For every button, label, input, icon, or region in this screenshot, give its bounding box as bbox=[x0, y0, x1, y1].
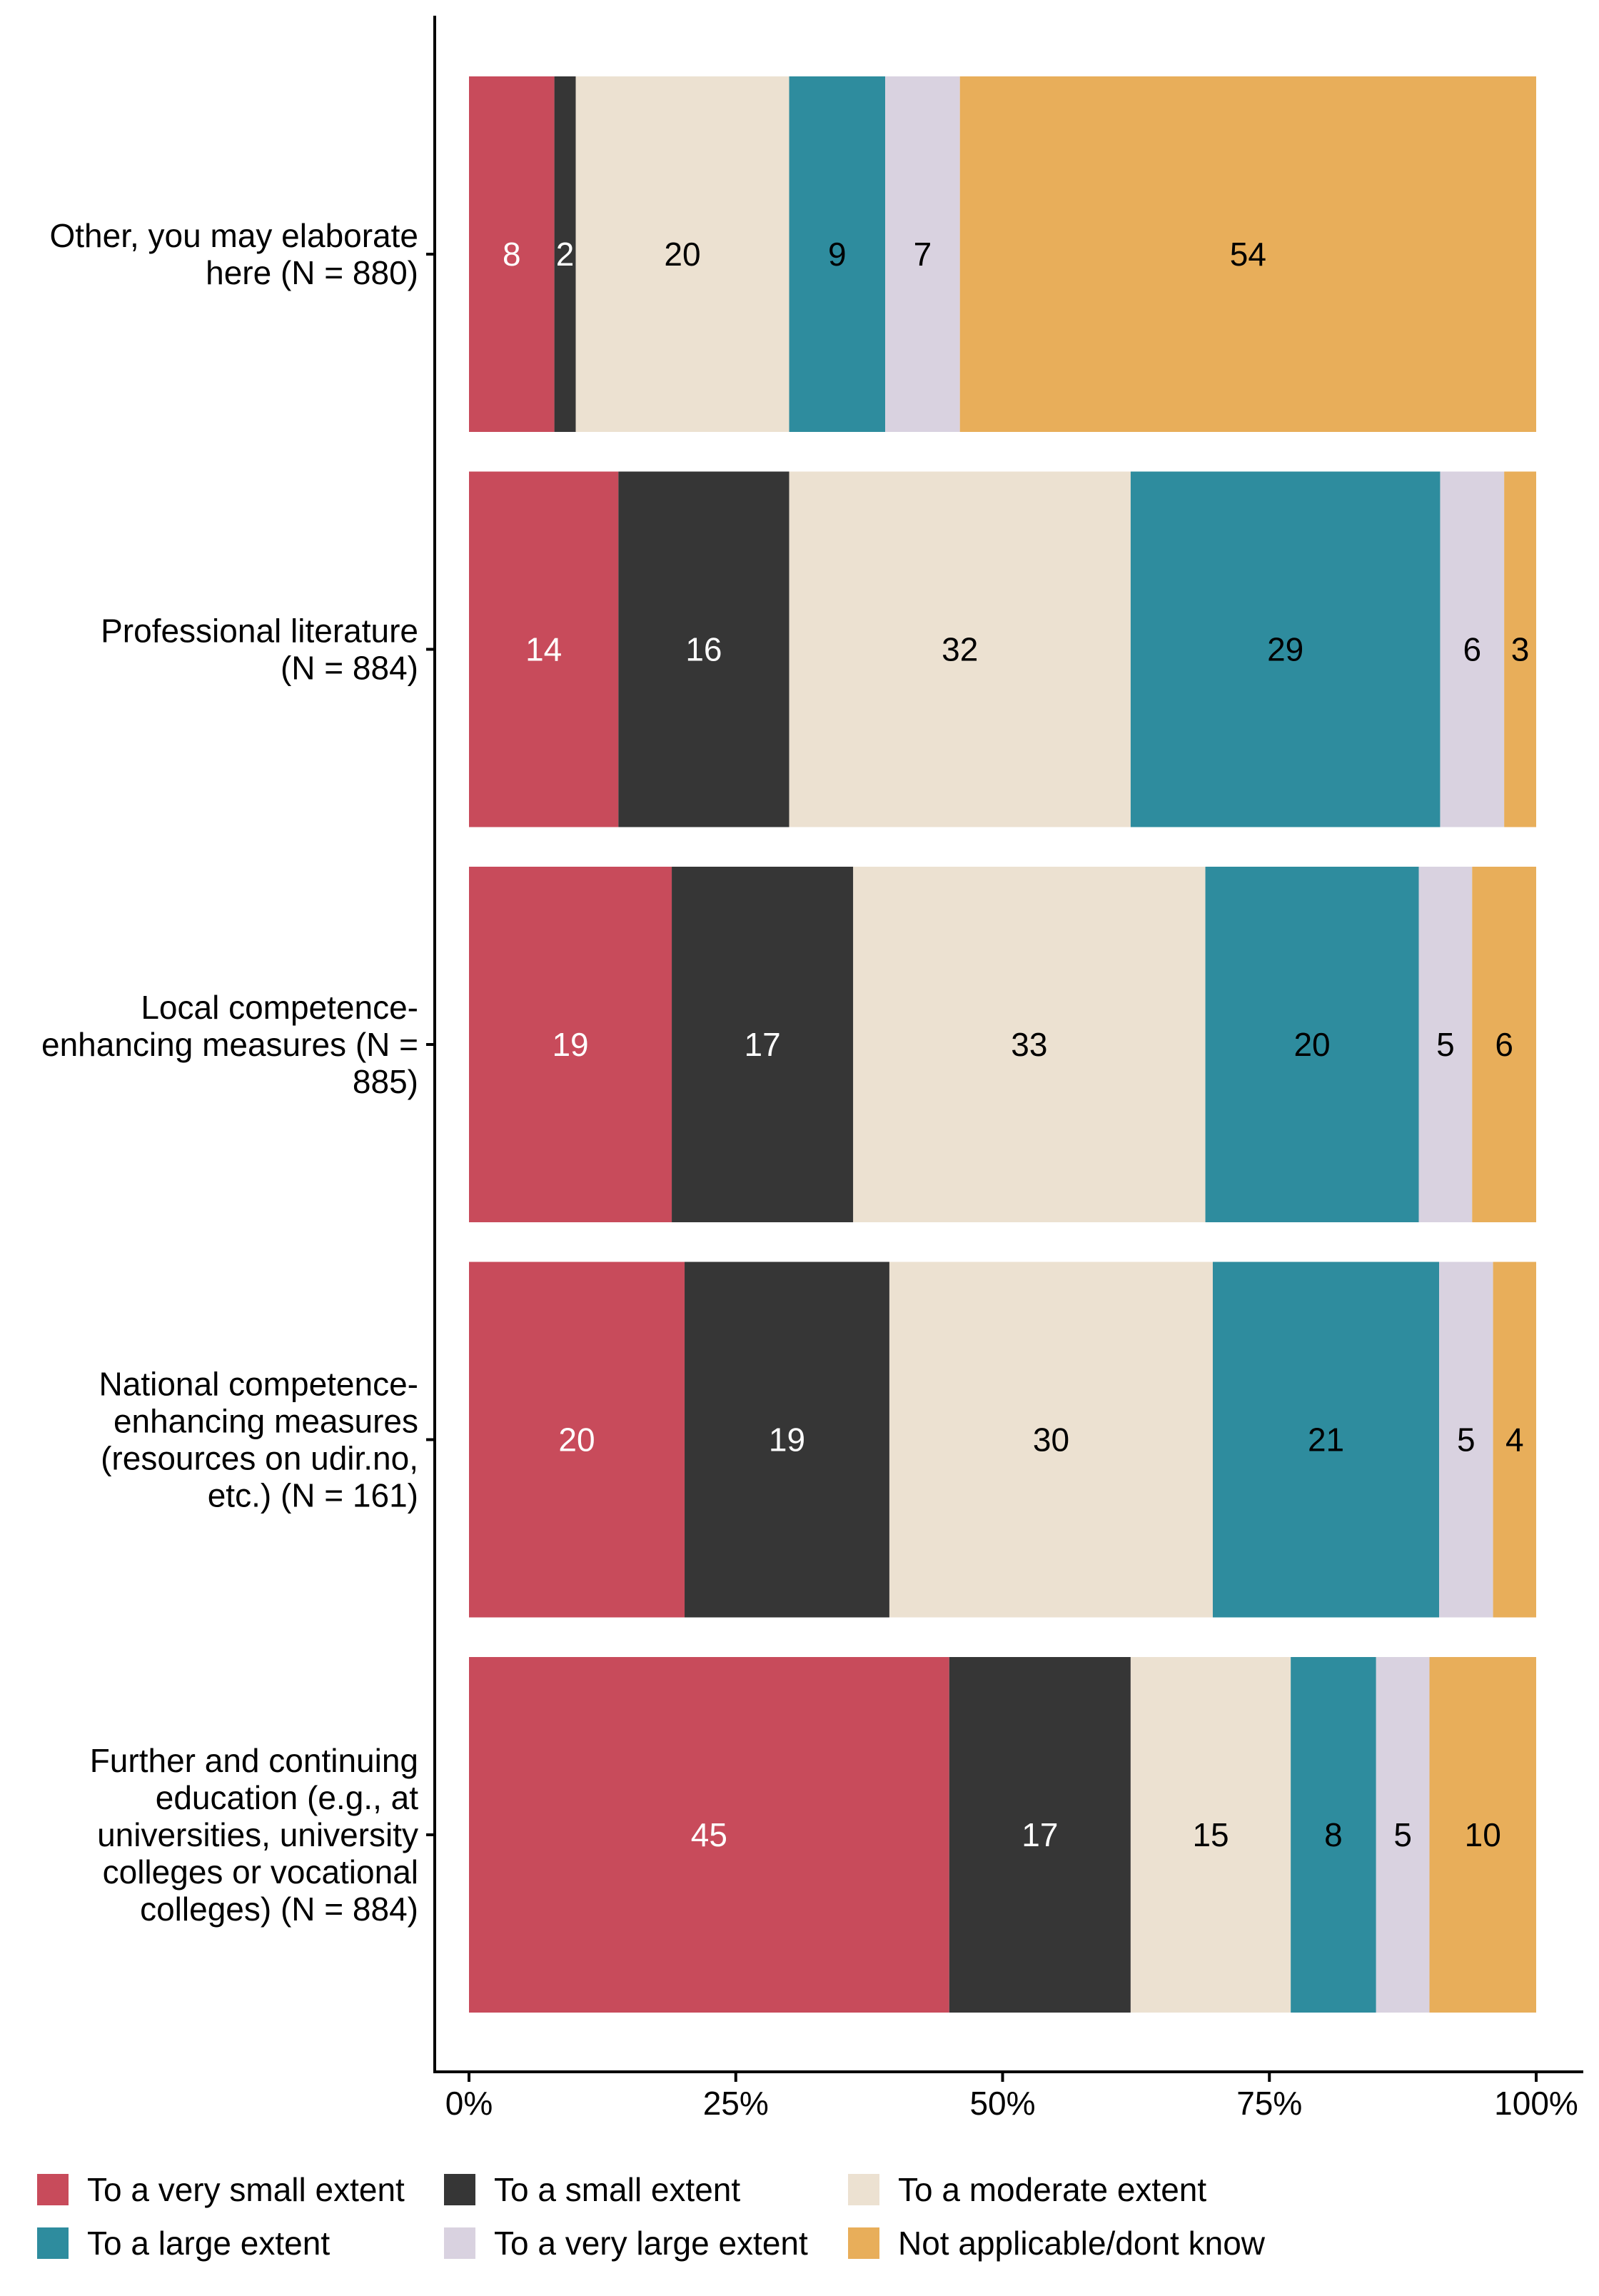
bar-segment bbox=[469, 1657, 949, 2013]
segment-value-label: 33 bbox=[1011, 1026, 1047, 1063]
segment-value-label: 20 bbox=[558, 1421, 595, 1459]
bar-segment bbox=[1472, 867, 1536, 1222]
segment-value-label: 5 bbox=[1457, 1421, 1476, 1459]
segment-value-label: 7 bbox=[914, 236, 932, 273]
bar-segment bbox=[685, 1262, 889, 1618]
x-tick-label: 0% bbox=[445, 2085, 493, 2122]
bar-segment bbox=[469, 76, 555, 432]
bar-segment bbox=[789, 471, 1131, 827]
bar-segment bbox=[1418, 867, 1473, 1222]
bar-segment bbox=[469, 867, 672, 1222]
segment-value-label: 54 bbox=[1230, 236, 1266, 273]
x-ticks-layer: 0% 25% 50% 75% 100% bbox=[445, 2072, 1578, 2122]
bar-segment bbox=[469, 1262, 685, 1618]
segment-value-label: 17 bbox=[1022, 1816, 1058, 1853]
segment-value-label: 6 bbox=[1495, 1026, 1513, 1063]
legend-label: To a large extent bbox=[87, 2225, 330, 2262]
x-tick-label: 100% bbox=[1494, 2085, 1578, 2122]
legend-label: To a moderate extent bbox=[898, 2171, 1206, 2208]
legend-label: To a small extent bbox=[494, 2171, 740, 2208]
category-label: Professional literature (N = 884) bbox=[101, 613, 418, 687]
legend-item: To a very large extent bbox=[444, 2225, 808, 2262]
category-label: Further and continuing education (e.g., a… bbox=[90, 1742, 419, 1928]
x-tick-label: 25% bbox=[703, 2085, 769, 2122]
bar-segment bbox=[889, 1262, 1213, 1618]
legend-item: To a small extent bbox=[444, 2171, 740, 2208]
legend-swatch bbox=[444, 2174, 475, 2205]
legend-item: To a moderate extent bbox=[848, 2171, 1206, 2208]
segment-value-label: 17 bbox=[745, 1026, 781, 1063]
segment-value-label: 10 bbox=[1465, 1816, 1501, 1853]
segment-value-label: 21 bbox=[1308, 1421, 1344, 1459]
legend-swatch bbox=[848, 2174, 879, 2205]
segment-value-label: 14 bbox=[525, 631, 562, 668]
segment-value-label: 4 bbox=[1505, 1421, 1524, 1459]
bar-segment bbox=[672, 867, 854, 1222]
category-labels-layer: Other, you may elaborate here (N = 880) Pr… bbox=[41, 217, 418, 1928]
segment-value-label: 19 bbox=[552, 1026, 588, 1063]
bar-segment bbox=[1439, 1262, 1493, 1618]
category-label: Local competence-enhancing measures (N =… bbox=[41, 989, 418, 1100]
segment-value-label: 2 bbox=[556, 236, 575, 273]
segment-value-label: 19 bbox=[769, 1421, 805, 1459]
segment-value-label: 32 bbox=[942, 631, 978, 668]
bar-segment bbox=[1130, 471, 1441, 827]
bar-segment bbox=[789, 76, 886, 432]
bar-segment bbox=[1212, 1262, 1440, 1618]
segment-value-label: 15 bbox=[1192, 1816, 1229, 1853]
bar-segment bbox=[853, 867, 1206, 1222]
bar-segment bbox=[575, 76, 790, 432]
legend-label: Not applicable/dont know bbox=[898, 2225, 1266, 2262]
legend-swatch bbox=[444, 2227, 475, 2259]
x-tick-label: 75% bbox=[1236, 2085, 1302, 2122]
bar-segment bbox=[1130, 1657, 1291, 2013]
legend-item: To a large extent bbox=[37, 2225, 330, 2262]
segment-value-label: 5 bbox=[1393, 1816, 1412, 1853]
x-tick-label: 50% bbox=[969, 2085, 1035, 2122]
segment-value-label: 16 bbox=[685, 631, 722, 668]
segment-value-label: 20 bbox=[1293, 1026, 1330, 1063]
legend-swatch bbox=[37, 2174, 69, 2205]
bar-segment bbox=[554, 76, 576, 432]
bar-segment bbox=[949, 1657, 1131, 2013]
segment-value-label: 8 bbox=[1324, 1816, 1343, 1853]
segment-value-label: 20 bbox=[664, 236, 700, 273]
legend-item: Not applicable/dont know bbox=[848, 2225, 1266, 2262]
bar-segment bbox=[1504, 471, 1536, 827]
bar-segment bbox=[885, 76, 960, 432]
legend-swatch bbox=[848, 2227, 879, 2259]
y-ticks-layer bbox=[426, 253, 435, 1836]
segment-value-label: 45 bbox=[691, 1816, 727, 1853]
bar-segment bbox=[1429, 1657, 1536, 2013]
segment-value-label: 3 bbox=[1511, 631, 1530, 668]
legend-label: To a very small extent bbox=[87, 2171, 405, 2208]
legend-swatch bbox=[37, 2227, 69, 2259]
bar-segment bbox=[1205, 867, 1419, 1222]
bar-segment bbox=[469, 471, 619, 827]
bars-layer bbox=[469, 76, 1536, 2013]
segment-value-label: 5 bbox=[1436, 1026, 1455, 1063]
legend: To a very small extent To a small extent T… bbox=[37, 2171, 1266, 2262]
segment-value-label: 30 bbox=[1033, 1421, 1069, 1459]
bar-segment bbox=[618, 471, 790, 827]
segment-value-label: 29 bbox=[1267, 631, 1303, 668]
bar-segment bbox=[1440, 471, 1505, 827]
legend-item: To a very small extent bbox=[37, 2171, 405, 2208]
bar-segment bbox=[959, 76, 1536, 432]
segment-value-label: 9 bbox=[828, 236, 847, 273]
category-label: Other, you may elaborate here (N = 880) bbox=[49, 217, 418, 291]
legend-label: To a very large extent bbox=[494, 2225, 808, 2262]
segment-value-label: 8 bbox=[503, 236, 521, 273]
bar-segment bbox=[1493, 1262, 1536, 1618]
category-label: National competence-enhancing measures (r… bbox=[99, 1366, 418, 1514]
bar-segment bbox=[1291, 1657, 1376, 2013]
segment-value-label: 6 bbox=[1463, 631, 1482, 668]
bar-segment bbox=[1376, 1657, 1430, 2013]
